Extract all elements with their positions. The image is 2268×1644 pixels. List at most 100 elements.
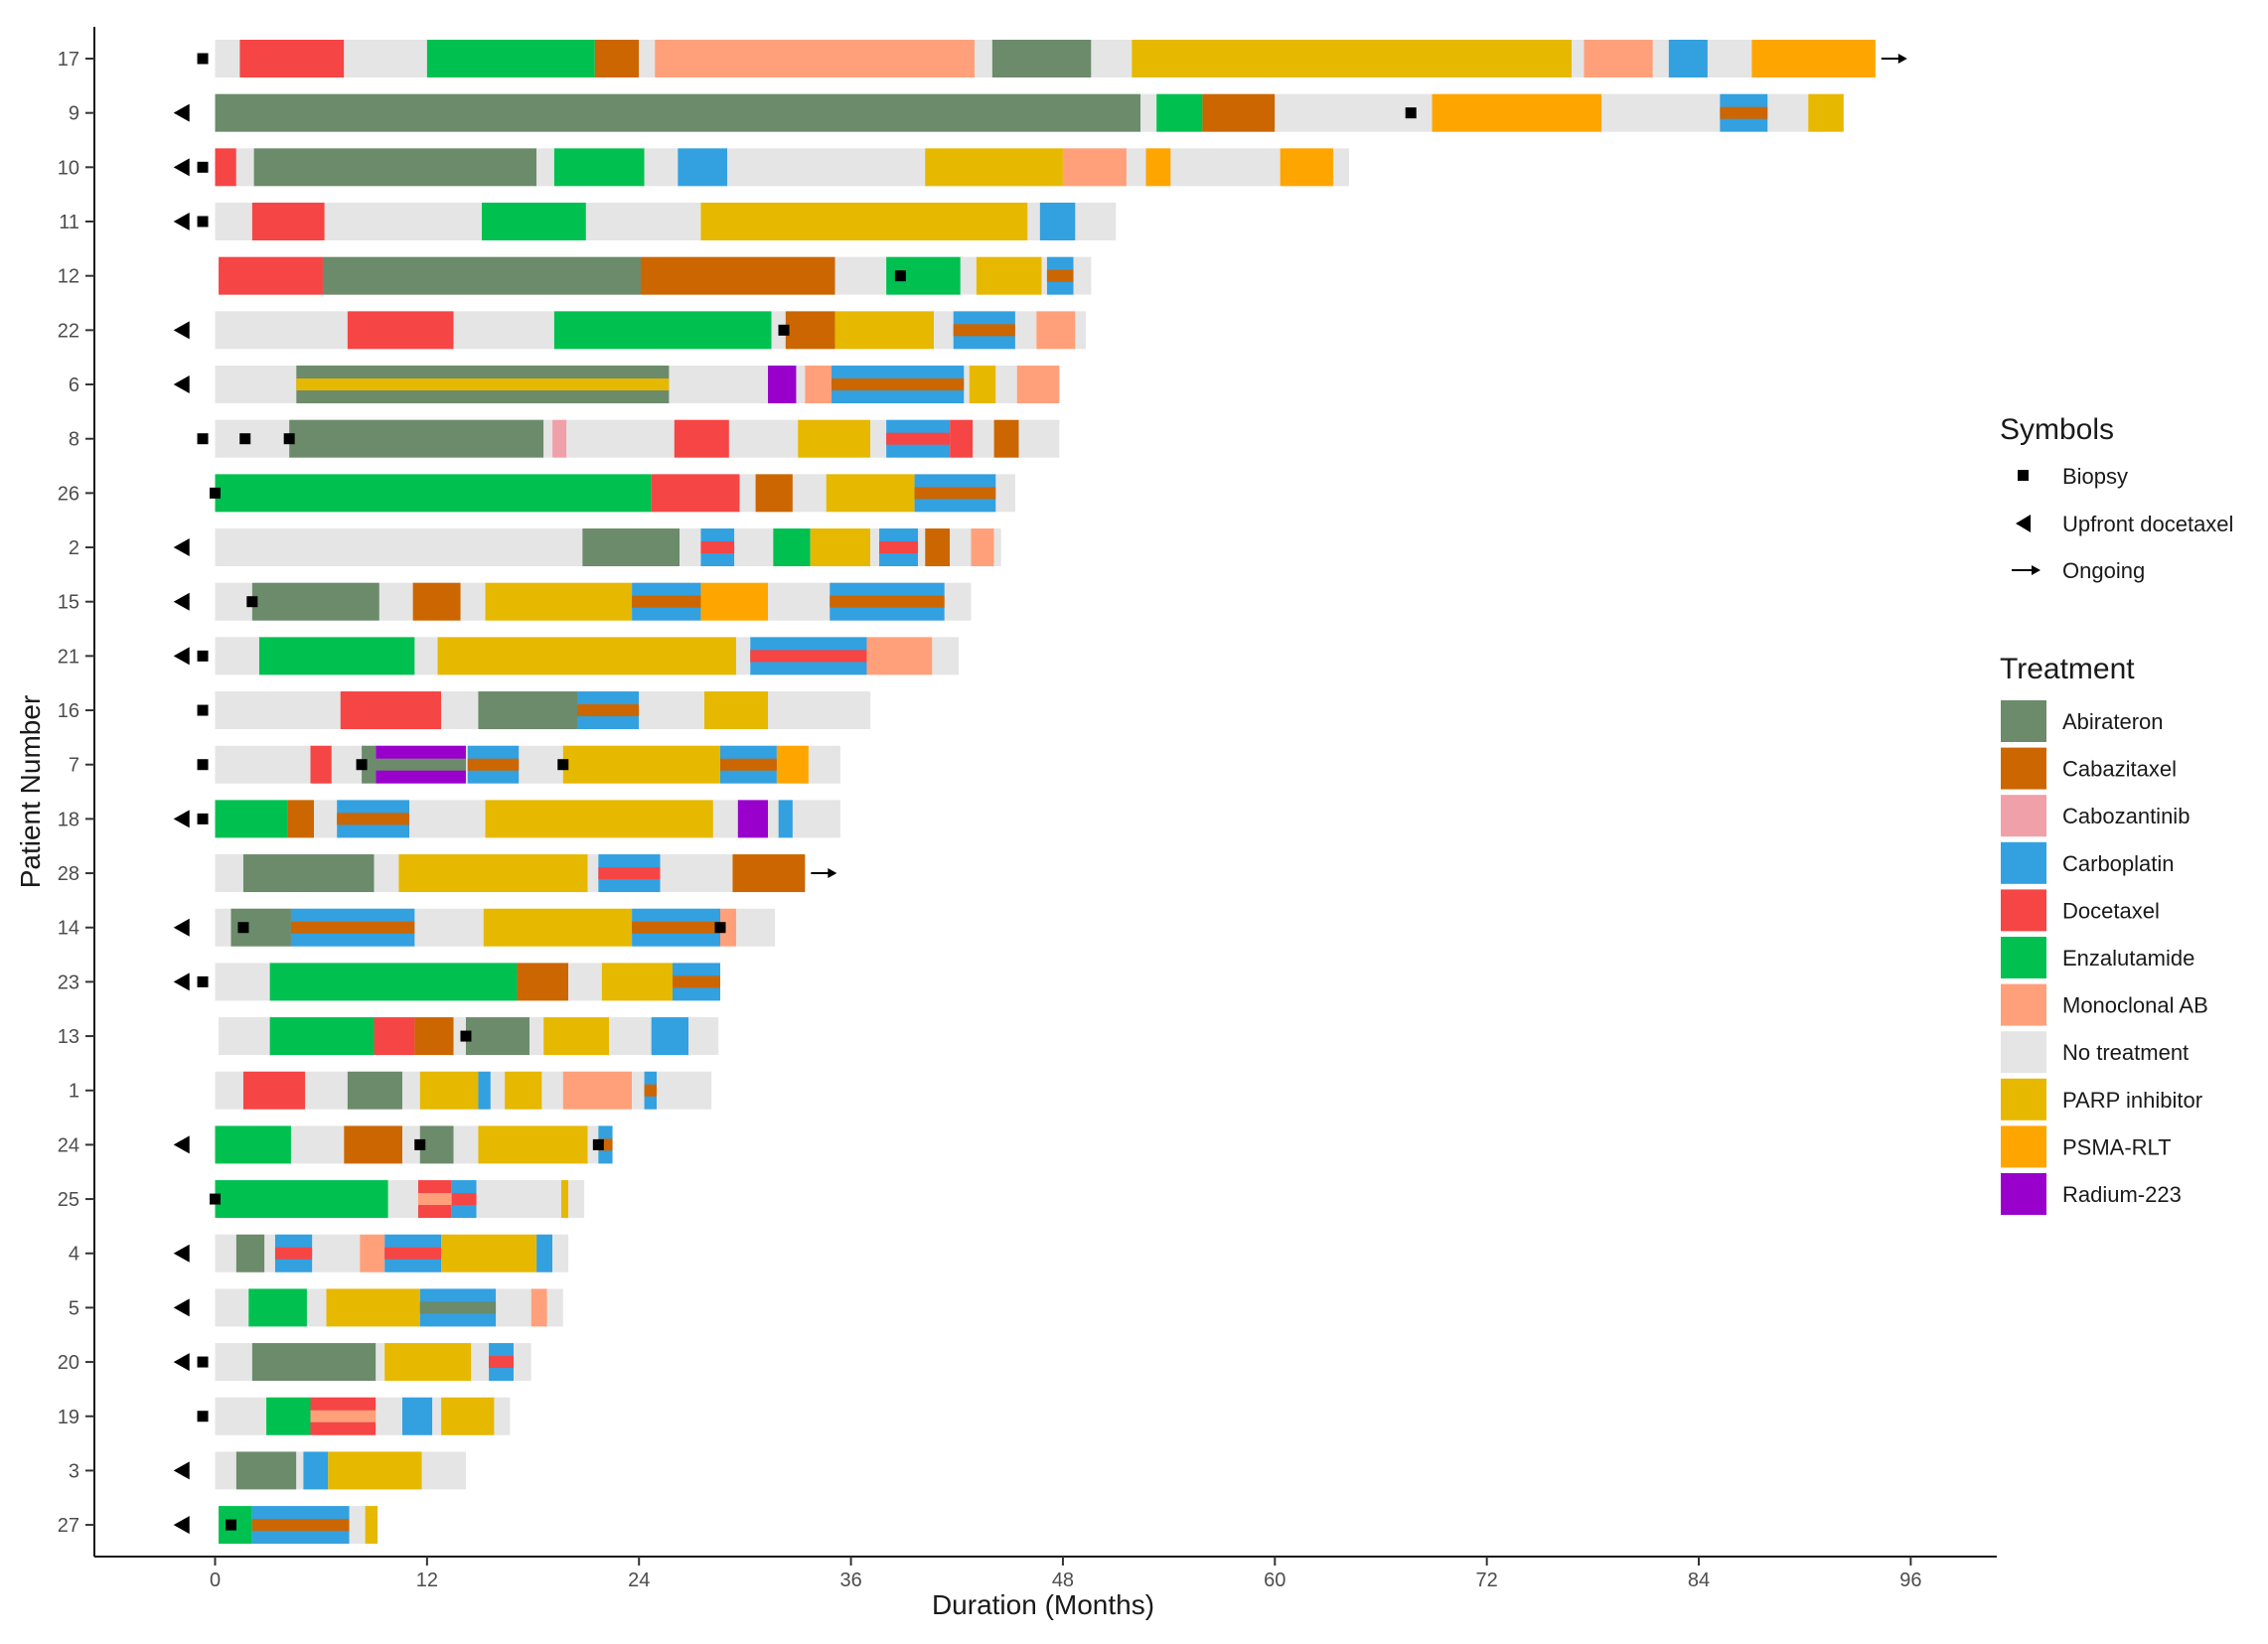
bar-segment-enzalutamide [258, 637, 415, 675]
bar-segment-docetaxel [374, 1017, 415, 1056]
bar-segment-no-treatment [669, 366, 769, 404]
bar-segment-no-treatment [1027, 203, 1040, 241]
bar-segment-no-treatment [401, 1071, 420, 1110]
bar-segment-enzalutamide [248, 1288, 307, 1327]
bar-segment-no-treatment [306, 1288, 327, 1327]
bar-segment-cabazitaxel [640, 256, 835, 295]
y-tick-label: 18 [58, 809, 79, 830]
x-tick-label: 72 [1476, 1569, 1498, 1591]
bar-segment-no-treatment [796, 366, 806, 404]
plot-area [173, 40, 1907, 1545]
bar-segment-cabazitaxel [1202, 93, 1276, 132]
bar-segment-no-treatment [219, 1017, 270, 1056]
bar-segment-abirateron [582, 528, 680, 567]
bar-segment-cabozantinib [552, 419, 567, 458]
bar-segment-no-treatment [305, 1071, 348, 1110]
legend-ongoing-glyph [2012, 565, 2041, 575]
upfront-docetaxel-marker [173, 375, 190, 394]
bar-segment-parp-inhibitor [328, 1451, 422, 1490]
bar-segment-no-treatment [414, 637, 438, 675]
bar-segment-no-treatment [496, 1288, 531, 1327]
bar-segment-no-treatment [387, 1180, 418, 1219]
biopsy-marker [197, 53, 209, 65]
y-axis-title: Patient Number [15, 695, 46, 889]
bar-segment-enzalutamide [773, 528, 811, 567]
upfront-docetaxel-marker [173, 1298, 190, 1317]
x-tick-label: 12 [416, 1569, 438, 1591]
biopsy-marker [414, 1138, 426, 1150]
bar-segment-no-treatment [376, 1397, 402, 1435]
bar-stripe-monoclonal-ab [310, 1410, 377, 1422]
bar-segment-no-treatment [465, 745, 468, 784]
legend-ongoing-label: Ongoing [2062, 558, 2145, 583]
legend-swatch-docetaxel [2001, 889, 2046, 932]
bar-stripe-cabazitaxel [467, 758, 520, 771]
bar-segment-enzalutamide [215, 800, 288, 838]
bar-segment-parp-inhibitor [560, 1180, 569, 1219]
y-tick-label: 3 [69, 1460, 79, 1482]
bar-segment-no-treatment [1014, 311, 1037, 350]
bar-segment-no-treatment [409, 800, 486, 838]
biopsy-marker [197, 216, 209, 227]
bar-segment-no-treatment [543, 419, 553, 458]
y-tick-label: 6 [69, 374, 79, 396]
bar-stripe-cabazitaxel [1046, 269, 1074, 282]
legend-swatch-cabazitaxel [2001, 747, 2046, 790]
bar-stripe-cabazitaxel [632, 921, 721, 934]
bar-stripe-cabazitaxel [290, 921, 415, 934]
bar-segment-no-treatment [870, 528, 880, 567]
bar-segment-carboplatin [536, 1234, 553, 1272]
bar-stripe-parp-inhibitor [296, 378, 670, 391]
bar-segment-cabazitaxel [594, 40, 640, 77]
biopsy-marker [197, 161, 209, 173]
bar-segment-parp-inhibitor [365, 1506, 378, 1545]
bar-segment-enzalutamide [215, 1125, 291, 1164]
biopsy-marker [894, 270, 906, 282]
upfront-docetaxel-marker [173, 1353, 190, 1372]
y-tick-label: 14 [58, 918, 79, 940]
biopsy-marker [246, 596, 258, 608]
upfront-docetaxel-marker [173, 1516, 190, 1535]
bar-stripe-docetaxel [274, 1247, 313, 1260]
y-tick-label: 5 [69, 1297, 79, 1319]
bar-segment-no-treatment [768, 800, 779, 838]
bar-segment-parp-inhibitor [562, 745, 721, 784]
bar-segment-no-treatment [973, 419, 994, 458]
legend-label-docetaxel: Docetaxel [2062, 898, 2160, 923]
bar-segment-enzalutamide [266, 1397, 311, 1435]
bar-segment-no-treatment [215, 1397, 267, 1435]
biopsy-marker [210, 487, 221, 499]
bar-segment-enzalutamide [553, 311, 772, 350]
y-tick-label: 28 [58, 863, 79, 885]
legend-swatch-parp-inhibitor [2001, 1078, 2046, 1121]
bar-segment-no-treatment [639, 691, 705, 730]
bar-segment-docetaxel [219, 256, 323, 295]
y-tick-label: 26 [58, 483, 79, 505]
upfront-docetaxel-marker [173, 1135, 190, 1154]
bar-segment-no-treatment [215, 1234, 236, 1272]
bar-segment-abirateron [347, 1071, 402, 1110]
x-tick-label: 36 [839, 1569, 861, 1591]
legend-treatment-title: Treatment [2000, 653, 2135, 685]
legend-label-no-treatment: No treatment [2062, 1040, 2189, 1065]
legend-label-radium-223: Radium-223 [2062, 1182, 2182, 1207]
bar-segment-no-treatment [546, 1288, 563, 1327]
bar-segment-no-treatment [932, 637, 960, 675]
bar-segment-no-treatment [736, 637, 751, 675]
bar-segment-no-treatment [215, 528, 583, 567]
biopsy-marker [592, 1138, 604, 1150]
bar-segment-parp-inhibitor [437, 637, 737, 675]
biopsy-marker [714, 922, 726, 934]
bar-segment-abirateron [991, 40, 1092, 77]
bar-segment-no-treatment [453, 1017, 466, 1056]
bar-segment-carboplatin [778, 800, 793, 838]
bar-segment-psma-rlt [1432, 93, 1602, 132]
y-tick-label: 1 [69, 1081, 79, 1103]
bar-segment-no-treatment [490, 1071, 506, 1110]
bar-stripe-docetaxel [451, 1193, 477, 1206]
bar-segment-monoclonal-ab [1062, 148, 1127, 187]
bar-segment-no-treatment [995, 474, 1015, 513]
bar-segment-monoclonal-ab [805, 366, 832, 404]
bar-segment-no-treatment [1601, 93, 1721, 132]
legend-swatch-cabozantinib [2001, 795, 2046, 837]
